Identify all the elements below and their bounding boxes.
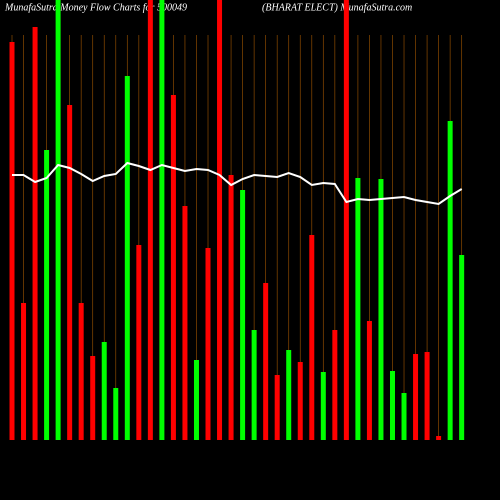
bar xyxy=(332,330,338,440)
bar xyxy=(217,0,223,440)
bar xyxy=(9,42,15,440)
chart-title: MunafaSutra Money Flow Charts for 500049 xyxy=(4,2,187,13)
bar xyxy=(424,352,430,440)
bar xyxy=(228,175,234,440)
bar xyxy=(101,342,107,440)
bar xyxy=(240,190,246,440)
bar xyxy=(113,388,119,440)
bar xyxy=(274,375,280,440)
bar xyxy=(401,393,407,440)
bar xyxy=(67,105,73,440)
bar xyxy=(44,150,50,440)
bar xyxy=(297,362,303,440)
bar xyxy=(378,179,384,440)
bar xyxy=(343,0,349,440)
bar xyxy=(413,354,419,440)
money-flow-line xyxy=(12,161,463,206)
bar xyxy=(182,206,188,440)
bar xyxy=(21,303,27,440)
bar xyxy=(355,178,361,440)
chart-subtitle: (BHARAT ELECT) MunafaSutra.com xyxy=(262,2,412,13)
bar xyxy=(78,303,84,440)
bar xyxy=(320,372,326,440)
bar xyxy=(55,0,61,440)
bar xyxy=(147,0,153,440)
bar xyxy=(159,0,165,440)
bar xyxy=(366,321,372,440)
bar xyxy=(447,121,453,440)
bar xyxy=(170,95,176,440)
bar xyxy=(90,356,96,440)
bar xyxy=(205,248,211,440)
bar xyxy=(286,350,292,440)
bar xyxy=(124,76,130,440)
bar xyxy=(389,371,395,440)
bar xyxy=(193,360,199,440)
bar xyxy=(436,436,442,440)
bar xyxy=(136,245,142,440)
bar xyxy=(251,330,257,440)
bar xyxy=(309,235,315,440)
bar xyxy=(263,283,269,440)
bar xyxy=(32,27,38,440)
bar xyxy=(459,255,465,440)
